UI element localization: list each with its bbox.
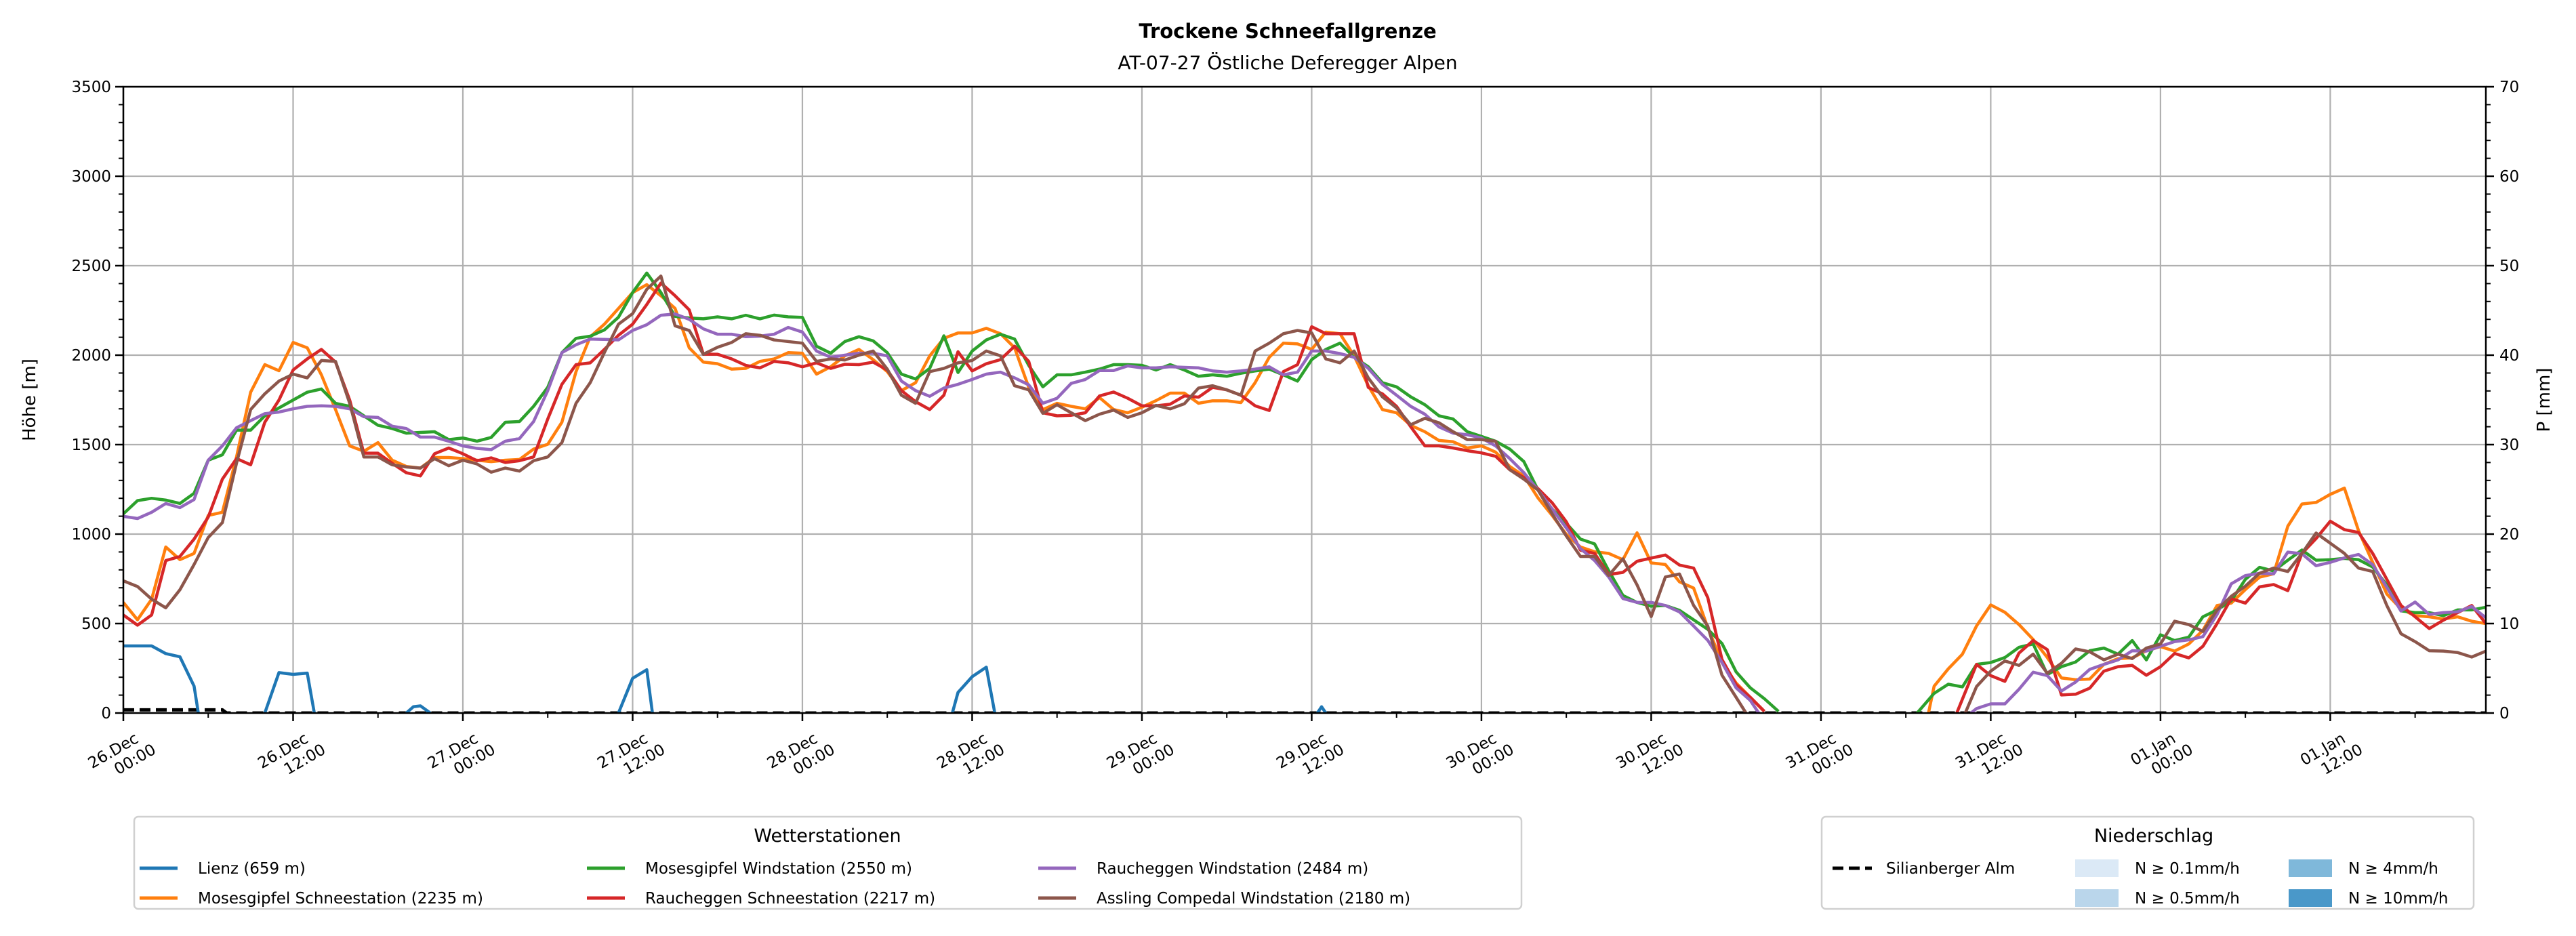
series-line-segment: [951, 666, 997, 713]
legend-precip-patch: [2289, 859, 2332, 877]
legend-station-label: Lienz (659 m): [198, 860, 306, 878]
legend-station-label: Mosesgipfel Schneestation (2235 m): [198, 890, 483, 908]
x-tick-label: 27.Dec00:00: [425, 725, 499, 788]
y2-tick-label: 30: [2499, 436, 2519, 454]
y2-tick-label: 60: [2499, 168, 2519, 186]
legend-stations-title: Wetterstationen: [754, 826, 901, 847]
series-5: [123, 274, 2486, 713]
y2-tick-label: 70: [2499, 79, 2519, 96]
series-line-segment: [263, 671, 316, 713]
legend-stations: Wetterstationen Lienz (659 m) Mosesgipfel…: [133, 815, 1523, 910]
series-line-segment: [617, 668, 654, 713]
y2-tick-label: 40: [2499, 347, 2519, 365]
series-4: [123, 312, 2486, 713]
y-tick-label: 0: [101, 705, 111, 723]
series-2: [123, 271, 2486, 713]
series-line-segment: [405, 704, 432, 713]
x-tick-label: 30.Dec12:00: [1613, 725, 1687, 788]
legend-precip-label: N ≥ 10mm/h: [2348, 890, 2449, 908]
legend-precip-patch: [2075, 859, 2119, 877]
legend-precip-label: N ≥ 0.5mm/h: [2135, 890, 2240, 908]
y2-tick-label: 20: [2499, 526, 2519, 544]
x-tick-label: 27.Dec12:00: [594, 725, 668, 788]
y-tick-label: 2000: [71, 347, 111, 365]
series-line-segment: [1963, 531, 2486, 713]
legend-station-label: Raucheggen Windstation (2484 m): [1097, 860, 1368, 878]
precip-line-silianberger-alm: [123, 708, 2486, 713]
legend-precip-patch: [2289, 889, 2332, 907]
legend-station-label: Mosesgipfel Windstation (2550 m): [645, 860, 912, 878]
x-tick-label: 29.Dec12:00: [1273, 725, 1347, 788]
y2-tick-label: 10: [2499, 615, 2519, 633]
x-tick-label: 31.Dec12:00: [1953, 725, 2026, 788]
grid: [122, 85, 2486, 714]
series-3: [123, 281, 2486, 713]
plot-frame: [122, 85, 2487, 714]
series-line-segment: [123, 283, 1766, 713]
x-tick-label: 26.Dec12:00: [255, 725, 329, 788]
x-tick-label: 01.Jan12:00: [2297, 725, 2366, 786]
x-tick-label: 26.Dec00:00: [85, 725, 159, 788]
y2-tick-label: 50: [2499, 258, 2519, 275]
y2-tick-label: 0: [2499, 705, 2510, 723]
y-tick-label: 3000: [71, 168, 111, 186]
y-tick-label: 2500: [71, 258, 111, 275]
legend-precip-label: N ≥ 4mm/h: [2348, 860, 2438, 878]
x-tick-label: 01.Jan00:00: [2127, 725, 2196, 786]
series-line-segment: [123, 644, 200, 713]
legend-precip: Niederschlag Silianberger Alm N ≥ 0.1mm/…: [1820, 815, 2475, 910]
legend-station-label: Raucheggen Schneestation (2217 m): [645, 890, 935, 908]
legend-precip-line-label: Silianberger Alm: [1886, 860, 2015, 878]
legend-station-label: Assling Compedal Windstation (2180 m): [1097, 890, 1410, 908]
series-line-segment: [1955, 519, 2486, 713]
y-tick-label: 1000: [71, 526, 111, 544]
y2-axis-label: P [mm]: [2534, 368, 2554, 432]
y-tick-label: 3500: [71, 79, 111, 96]
legend-precip-label: N ≥ 0.1mm/h: [2135, 860, 2240, 878]
chart-title: Trockene Schneefallgrenze: [1139, 20, 1436, 43]
series-line-segment: [123, 281, 1766, 713]
x-tick-label: 28.Dec12:00: [934, 725, 1008, 788]
x-tick-label: 29.Dec00:00: [1104, 725, 1178, 788]
y-axis-label: Höhe [m]: [20, 359, 40, 441]
legend-precip-title: Niederschlag: [2094, 826, 2213, 847]
series-line-segment: [1315, 705, 1328, 713]
series-lines: [123, 271, 2486, 713]
series-line-segment: [1969, 550, 2486, 713]
series-line-segment: [123, 271, 1780, 713]
x-tick-label: 31.Dec00:00: [1783, 725, 1857, 788]
chart-subtitle: AT-07-27 Östliche Deferegger Alpen: [1118, 51, 1457, 74]
series-0: [123, 644, 1328, 713]
x-tick-label: 30.Dec00:00: [1444, 725, 1517, 788]
series-line-segment: [1927, 486, 2486, 713]
legend-precip-patch: [2075, 889, 2119, 907]
y-tick-label: 500: [81, 615, 111, 633]
series-line-segment: [123, 274, 1748, 713]
x-tick-label: 28.Dec00:00: [764, 725, 838, 788]
y-tick-label: 1500: [71, 436, 111, 454]
series-line-segment: [123, 312, 1760, 713]
